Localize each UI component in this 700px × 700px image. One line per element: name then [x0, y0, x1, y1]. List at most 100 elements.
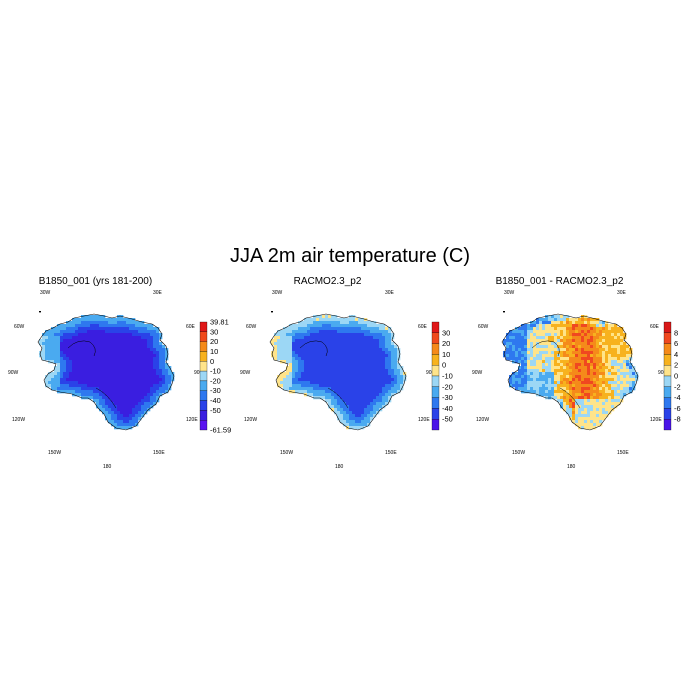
colorbar-label: 0: [674, 372, 678, 381]
colorbar-box: [431, 321, 440, 333]
panel-title: RACMO2.3_p2: [293, 276, 362, 287]
longitude-label: 30W: [504, 290, 515, 296]
colorbar-label: 0: [442, 361, 446, 370]
colorbar-label: 6: [674, 339, 678, 348]
island-mark: [271, 311, 273, 313]
longitude-label: 30E: [617, 290, 627, 296]
colorbar-label: 39.81: [210, 318, 229, 327]
panel-title: B1850_001 (yrs 181-200): [38, 276, 153, 287]
colorbar-label: -8: [674, 415, 681, 424]
colorbar-box: [199, 390, 208, 401]
colorbar-label: -30: [442, 393, 453, 402]
longitude-label: 150W: [48, 450, 61, 456]
colorbar-box: [663, 321, 672, 333]
colorbar-label: -20: [210, 376, 221, 385]
colorbar-label: -50: [210, 406, 221, 415]
colorbar-box: [199, 321, 208, 332]
colorbar-label: -50: [442, 415, 453, 424]
coastline: [501, 313, 639, 431]
longitude-label: 30W: [272, 290, 283, 296]
ice-shelf-line: [559, 387, 581, 409]
map-svg: 30W 30E 60W 60E 90W 90E 120W 120E 150W 150E 180 30 2…: [240, 290, 453, 470]
colorbar-label: 10: [210, 347, 218, 356]
longitude-label: 90E: [658, 370, 668, 376]
longitude-label: 60E: [650, 324, 660, 330]
temperature-field: [271, 315, 407, 430]
ice-shelf-line: [95, 387, 117, 409]
colorbar-label: 10: [442, 350, 450, 359]
colorbar-label: -10: [442, 372, 453, 381]
ice-shelf-line: [327, 387, 349, 409]
colorbar-box: [199, 370, 208, 382]
map-panel-model: B1850_001 (yrs 181-200) 30W 30E 60W 60E 90W 9…: [8, 276, 241, 470]
longitude-label: 60E: [418, 324, 428, 330]
map-panel-difference: B1850_001 - RACMO2.3_p2 30W 30E 60W 60E 90W 9…: [472, 276, 700, 470]
colorbar-label: -4: [674, 393, 681, 402]
colorbar-label: 30: [210, 327, 218, 336]
colorbar-label: -6: [674, 404, 681, 413]
longitude-label: 180: [103, 464, 112, 470]
colorbar-label: -30: [210, 386, 221, 395]
map-svg: 30W 30E 60W 60E 90W 90E 120W 120E 150W 150E 180 8 6 4…: [472, 290, 681, 470]
colorbar-box: [199, 341, 208, 352]
colorbar-box: [431, 408, 440, 420]
colorbar-box: [663, 419, 672, 431]
longitude-label: 120W: [244, 417, 257, 423]
panel-title: B1850_001 - RACMO2.3_p2: [495, 276, 624, 287]
colorbar-box: [663, 365, 672, 377]
island-mark: [39, 311, 41, 313]
colorbar-label: -10: [210, 367, 221, 376]
longitude-label: 90E: [194, 370, 204, 376]
coastline: [37, 313, 175, 431]
ice-shelf-line: [67, 340, 96, 357]
colorbar-label: 0: [210, 357, 214, 366]
colorbar-label: 8: [674, 328, 678, 337]
colorbar-box: [663, 386, 672, 398]
colorbar-box: [199, 420, 208, 431]
colorbar-box: [431, 332, 440, 344]
longitude-label: 120E: [186, 417, 198, 423]
colorbar-box: [663, 375, 672, 387]
longitude-label: 180: [335, 464, 344, 470]
colorbar-box: [663, 343, 672, 355]
colorbar-label: 30: [442, 328, 450, 337]
colorbar: 8 6 4 2 0-2 -4 -6 -8: [663, 321, 681, 431]
longitude-label: 150W: [512, 450, 525, 456]
ice-shelf-line: [531, 340, 560, 357]
longitude-label: 90W: [8, 370, 19, 376]
colorbar-box: [663, 397, 672, 409]
colorbar-box: [431, 365, 440, 377]
longitude-label: 150E: [153, 450, 165, 456]
longitude-label: 150W: [280, 450, 293, 456]
colorbar-box: [663, 354, 672, 366]
colorbar-box: [199, 400, 208, 411]
colorbar-box: [199, 410, 208, 421]
map-svg: 30W 30E 60W 60E 90W 90E 120W 120E 150W 150E 180 39.…: [8, 290, 231, 470]
longitude-label: 30W: [40, 290, 51, 296]
longitude-label: 180: [567, 464, 576, 470]
longitude-label: 120E: [418, 417, 430, 423]
colorbar-label: 20: [442, 339, 450, 348]
longitude-label: 30E: [385, 290, 395, 296]
colorbar-label: -40: [210, 396, 221, 405]
colorbar-label: 4: [674, 350, 678, 359]
longitude-label: 120W: [12, 417, 25, 423]
colorbar-box: [431, 397, 440, 409]
colorbar: 30 20 10 0 -10-20 -30 -40 -50: [431, 321, 453, 431]
colorbar-label: -2: [674, 382, 681, 391]
colorbar-label: -20: [442, 382, 453, 391]
colorbar-box: [431, 419, 440, 431]
colorbar-box: [663, 332, 672, 344]
colorbar-label: -40: [442, 404, 453, 413]
colorbar-label: -61.59: [210, 426, 231, 435]
longitude-label: 90W: [472, 370, 483, 376]
colorbar-box: [199, 351, 208, 362]
longitude-label: 120W: [476, 417, 489, 423]
map-panel-racmo: RACMO2.3_p2 30W 30E 60W 60E 90W 90E 120W 120E 15…: [240, 276, 473, 470]
colorbar-box: [199, 380, 208, 391]
longitude-label: 30E: [153, 290, 163, 296]
colorbar-box: [431, 354, 440, 366]
colorbar-box: [663, 408, 672, 420]
